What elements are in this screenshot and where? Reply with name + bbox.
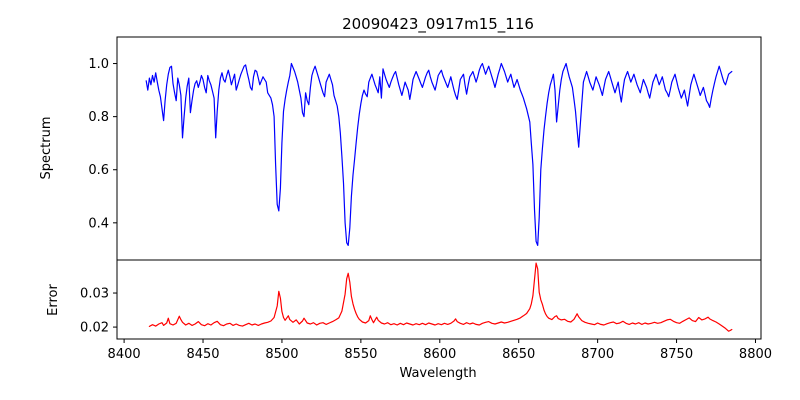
spectrum-axes-frame — [116, 36, 762, 261]
y-tick-label: 0.8 — [88, 110, 109, 125]
y-tick-label: 1.0 — [88, 57, 109, 72]
spectrum-y-axis-label: Spectrum — [39, 117, 54, 180]
x-tick-label: 8700 — [581, 347, 614, 362]
y-tick-label: 0.03 — [80, 287, 109, 302]
x-tick-label: 8550 — [344, 347, 377, 362]
error-line — [148, 262, 733, 332]
x-tick-label: 8600 — [423, 347, 456, 362]
x-tick-label: 8500 — [265, 347, 298, 362]
y-tick-label: 0.02 — [80, 321, 109, 336]
spectrum-line — [145, 62, 733, 246]
x-axis-label: Wavelength — [399, 366, 476, 381]
x-tick-label: 8450 — [186, 347, 219, 362]
x-tick-label: 8750 — [660, 347, 693, 362]
spectrum-panel: 0.4 0.6 0.8 1.0 — [88, 57, 733, 246]
y-tick-label: 0.4 — [88, 216, 109, 231]
x-tick-label: 8400 — [108, 347, 141, 362]
y-tick-label: 0.6 — [88, 163, 109, 178]
x-tick-label: 8650 — [502, 347, 535, 362]
chart-title: 20090423_0917m15_116 — [342, 15, 534, 34]
error-panel: 0.02 0.03 8400 8450 8500 8550 8600 8650 8700 8750… — [80, 262, 772, 362]
error-axes-frame — [116, 259, 762, 340]
x-tick-label: 8800 — [739, 347, 772, 362]
error-y-axis-label: Error — [46, 284, 61, 316]
